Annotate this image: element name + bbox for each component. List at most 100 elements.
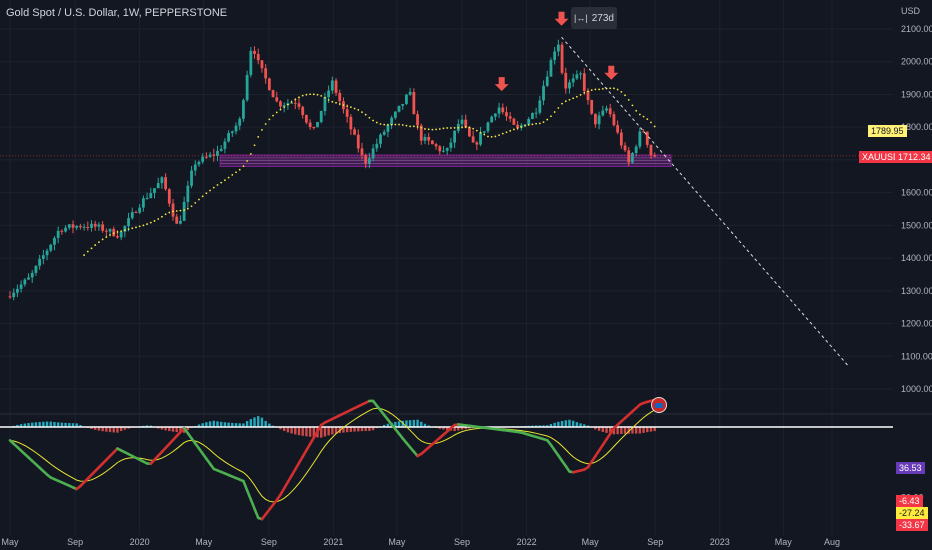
histogram-bar (427, 425, 430, 427)
candle (223, 141, 227, 149)
ma-dot (375, 121, 378, 124)
range-icon: |↔| (574, 13, 588, 23)
ma-dot (579, 93, 582, 96)
candle (564, 72, 568, 89)
ma-dot (601, 87, 604, 90)
candle (493, 113, 497, 117)
candle (90, 223, 93, 228)
symbol-label: XAUUSD (859, 151, 903, 163)
candle (501, 107, 505, 113)
ma-dot (509, 129, 512, 132)
histogram-bar (397, 421, 401, 427)
histogram-bar (586, 425, 590, 427)
ma-dot (342, 104, 345, 107)
trend-line (561, 36, 849, 367)
candle (393, 111, 397, 118)
candle (82, 226, 86, 228)
ma-dot (494, 135, 497, 138)
candle (186, 185, 190, 202)
candle (445, 147, 449, 151)
ma-dot (146, 223, 148, 225)
macd-value-a: -6.43 (896, 495, 923, 507)
candle (516, 124, 519, 128)
ma-dot (616, 88, 619, 91)
ma-dot (175, 210, 178, 212)
ma-dot (338, 103, 341, 105)
ma-dot (427, 128, 430, 131)
histogram-bar (268, 423, 271, 427)
ma-dot (387, 123, 389, 126)
histogram-bar (71, 423, 75, 427)
candle (160, 177, 164, 184)
candle (119, 231, 123, 238)
histogram-bar (460, 427, 464, 430)
candle (453, 130, 457, 143)
candle (371, 148, 375, 159)
down-arrow-icon (554, 11, 569, 26)
ma-dot (290, 101, 293, 103)
us-flag-event-icon[interactable] (651, 397, 667, 413)
candle (171, 203, 175, 217)
candle (175, 216, 179, 224)
histogram-bar (60, 422, 64, 427)
ma-dot (149, 221, 152, 224)
ma-dot (309, 93, 312, 96)
candle (253, 50, 256, 54)
ma-dot (346, 105, 349, 108)
candle (305, 115, 308, 123)
ma-dot (587, 90, 589, 93)
histogram-bar (620, 427, 623, 434)
ma-dot (461, 126, 463, 129)
ma-dot (305, 93, 308, 96)
histogram-bar (16, 424, 19, 427)
histogram-bar (279, 427, 282, 430)
histogram-bar (260, 417, 264, 427)
candle (638, 131, 642, 147)
ma-dot (164, 213, 167, 216)
histogram-bar (609, 427, 612, 434)
y-tick-label: 1800.00 (901, 122, 932, 132)
candle (127, 218, 130, 227)
candle (631, 152, 634, 163)
histogram-bar (249, 419, 253, 427)
histogram-bar (101, 427, 104, 432)
ma-dot (205, 192, 208, 195)
candle (571, 78, 575, 83)
candle (597, 115, 601, 125)
ma-dot (223, 179, 226, 182)
ma-dot (479, 131, 482, 134)
candle (338, 93, 342, 102)
candle (538, 100, 542, 113)
candle (86, 226, 90, 228)
candle (275, 97, 279, 102)
candle (390, 117, 394, 126)
histogram-bar (583, 424, 586, 427)
candle (264, 68, 268, 79)
histogram-bar (245, 421, 249, 427)
x-tick-label: Sep (454, 537, 470, 547)
ma-dot (131, 227, 134, 230)
histogram-bar (653, 427, 656, 432)
candle (167, 189, 171, 204)
candle (101, 224, 105, 231)
x-tick-label: 2020 (130, 537, 150, 547)
candle (267, 78, 271, 91)
candle (279, 101, 282, 107)
candle (553, 51, 557, 61)
ma-dot (357, 109, 360, 111)
histogram-bar (616, 427, 619, 435)
candle (623, 145, 627, 151)
x-tick-label: 2022 (517, 537, 537, 547)
ma-dot (557, 107, 560, 109)
ma-dot (412, 125, 415, 128)
x-tick-label: May (775, 537, 793, 547)
histogram-bar (357, 427, 360, 432)
ma-dot (301, 94, 304, 97)
histogram-bar (79, 425, 82, 427)
ma-dot (638, 113, 641, 116)
ma-dot (227, 176, 230, 179)
candle (71, 224, 75, 228)
down-arrow-icon (604, 65, 619, 80)
duration-tooltip: |↔| 273d (571, 7, 617, 29)
